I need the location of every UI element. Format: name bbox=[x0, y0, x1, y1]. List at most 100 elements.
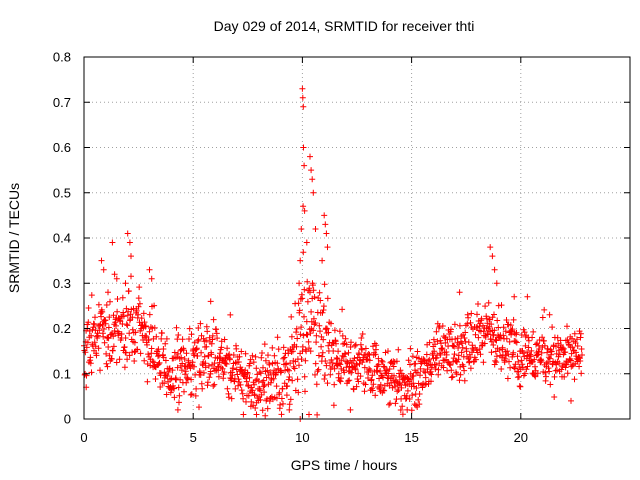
data-point bbox=[289, 348, 296, 355]
data-point bbox=[121, 344, 128, 350]
data-point bbox=[299, 85, 306, 92]
data-point bbox=[365, 351, 372, 357]
data-point bbox=[491, 327, 498, 334]
data-point bbox=[194, 353, 201, 359]
data-point bbox=[161, 380, 168, 387]
data-point bbox=[430, 336, 437, 343]
data-point bbox=[387, 400, 394, 407]
data-point bbox=[210, 316, 217, 323]
y-tick-label: 0.7 bbox=[53, 95, 71, 110]
data-point bbox=[129, 326, 136, 333]
data-point bbox=[374, 369, 381, 375]
data-point bbox=[480, 359, 487, 366]
data-point bbox=[182, 368, 189, 375]
data-point bbox=[426, 356, 433, 363]
data-point bbox=[425, 358, 432, 364]
data-point bbox=[329, 360, 336, 366]
data-point bbox=[97, 367, 103, 374]
data-point bbox=[313, 339, 320, 346]
data-point bbox=[328, 356, 335, 363]
data-point bbox=[433, 328, 440, 335]
data-point bbox=[236, 353, 243, 360]
data-point bbox=[504, 348, 511, 355]
data-point bbox=[296, 362, 302, 369]
data-point bbox=[180, 347, 187, 354]
data-point bbox=[224, 385, 231, 392]
data-point bbox=[575, 354, 582, 361]
data-point bbox=[173, 324, 180, 331]
data-point bbox=[129, 314, 136, 321]
data-point bbox=[153, 333, 160, 340]
data-point bbox=[299, 295, 306, 302]
data-point bbox=[91, 339, 98, 346]
data-point bbox=[331, 327, 338, 334]
data-point bbox=[339, 306, 346, 313]
data-point bbox=[276, 389, 283, 396]
data-point bbox=[216, 354, 223, 361]
data-point bbox=[511, 364, 517, 371]
data-point bbox=[530, 328, 537, 335]
data-point bbox=[528, 347, 535, 354]
data-point bbox=[197, 320, 204, 327]
data-point bbox=[346, 377, 353, 384]
x-tick-label: 10 bbox=[295, 430, 309, 445]
data-point bbox=[404, 387, 411, 394]
data-point bbox=[465, 339, 472, 346]
data-point bbox=[319, 257, 326, 264]
data-point bbox=[124, 322, 131, 329]
x-tick-labels: 0 5 10 15 20 bbox=[80, 430, 528, 445]
data-point bbox=[536, 346, 543, 352]
data-point bbox=[113, 322, 119, 329]
data-point bbox=[467, 319, 474, 326]
data-point bbox=[539, 314, 546, 321]
data-point bbox=[121, 364, 128, 371]
data-point bbox=[574, 336, 580, 343]
data-point bbox=[186, 325, 193, 332]
data-point bbox=[574, 343, 581, 349]
data-point bbox=[194, 338, 201, 344]
data-point bbox=[348, 369, 355, 376]
data-point bbox=[422, 381, 428, 388]
data-point bbox=[568, 397, 574, 404]
data-point bbox=[242, 350, 249, 357]
data-point bbox=[342, 335, 349, 342]
data-point bbox=[448, 326, 454, 333]
data-point bbox=[278, 411, 285, 418]
data-point bbox=[391, 372, 397, 379]
data-point bbox=[498, 302, 505, 309]
data-point bbox=[193, 345, 200, 352]
data-point bbox=[335, 370, 342, 377]
data-point bbox=[407, 345, 414, 352]
data-point bbox=[413, 402, 419, 409]
data-point bbox=[366, 357, 373, 364]
data-point bbox=[459, 344, 466, 351]
data-point bbox=[205, 362, 212, 369]
data-point bbox=[274, 360, 281, 367]
data-point bbox=[487, 244, 494, 251]
data-point bbox=[289, 377, 296, 384]
y-tick-label: 0.4 bbox=[53, 231, 71, 246]
data-point bbox=[331, 381, 338, 388]
data-point bbox=[102, 320, 109, 327]
data-point bbox=[309, 282, 316, 289]
data-point bbox=[123, 321, 130, 328]
data-point bbox=[146, 328, 153, 335]
data-point bbox=[409, 392, 416, 399]
data-point bbox=[542, 369, 549, 376]
data-point bbox=[256, 369, 263, 375]
data-point bbox=[187, 365, 194, 372]
data-point bbox=[265, 352, 271, 359]
data-point bbox=[372, 392, 379, 399]
data-point bbox=[454, 359, 460, 365]
data-point bbox=[561, 373, 568, 380]
data-point bbox=[514, 353, 521, 360]
data-point bbox=[188, 391, 195, 398]
data-point bbox=[357, 341, 364, 348]
y-tick-label: 0.1 bbox=[53, 366, 71, 381]
data-point bbox=[118, 331, 125, 337]
data-point bbox=[417, 365, 424, 372]
data-point bbox=[317, 297, 324, 304]
data-point bbox=[192, 392, 199, 399]
data-point bbox=[525, 337, 532, 344]
data-point bbox=[156, 359, 163, 366]
